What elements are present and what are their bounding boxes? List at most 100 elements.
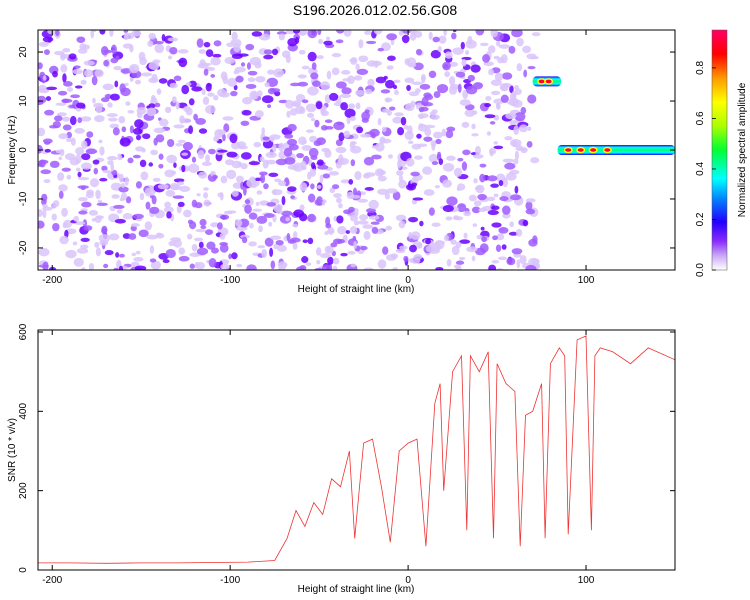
heatmap-noise-blob xyxy=(119,83,126,93)
heatmap-noise-blob xyxy=(343,209,352,215)
heatmap-noise-blob xyxy=(138,229,149,238)
heatmap-noise-blob xyxy=(484,103,491,108)
heatmap-y-tick-label: -10 xyxy=(18,191,29,206)
heatmap-noise-blob xyxy=(349,226,358,234)
heatmap-noise-blob xyxy=(49,160,60,169)
heatmap-noise-blob xyxy=(472,82,483,90)
heatmap-noise-blob xyxy=(114,218,126,224)
heatmap-noise-blob xyxy=(425,245,435,253)
heatmap-noise-blob xyxy=(298,49,306,55)
heatmap-noise-blob xyxy=(380,89,391,94)
heatmap-noise-blob xyxy=(530,157,540,164)
heatmap-noise-blob xyxy=(509,92,517,101)
heatmap-noise-blob xyxy=(94,241,100,248)
heatmap-noise-blob xyxy=(344,108,356,118)
heatmap-noise-blob xyxy=(518,124,528,133)
heatmap-noise-blob xyxy=(222,116,234,121)
heatmap-noise-blob xyxy=(488,68,494,76)
heatmap-noise-blob xyxy=(485,96,492,101)
heatmap-noise-blob xyxy=(408,216,419,223)
snr-y-ticks: 0 200 400 600 xyxy=(18,323,675,573)
heatmap-noise-blob xyxy=(205,104,216,114)
heatmap-noise-blob xyxy=(455,71,466,78)
heatmap-noise-blob xyxy=(321,200,326,206)
heatmap-noise-blob xyxy=(366,40,377,45)
heatmap-noise-blob xyxy=(446,259,452,267)
heatmap-noise-blob xyxy=(311,162,316,170)
heatmap-noise-blob xyxy=(475,30,485,36)
heatmap-noise-blob xyxy=(193,113,198,121)
heatmap-noise-blob xyxy=(437,45,442,53)
heatmap-noise-blob xyxy=(251,31,263,37)
snr-x-tick-label: 0 xyxy=(405,575,411,586)
heatmap-noise-blob xyxy=(392,116,403,124)
heatmap-noise-blob xyxy=(111,44,117,55)
heatmap-noise-blob xyxy=(55,30,60,37)
heatmap-noise-blob xyxy=(85,148,98,155)
heatmap-noise-blob xyxy=(203,199,211,207)
heatmap-noise-blob xyxy=(335,81,347,89)
heatmap-noise-blob xyxy=(309,167,317,177)
heatmap-noise-blob xyxy=(363,156,375,166)
heatmap-noise-blob xyxy=(62,48,71,53)
heatmap-noise-blob xyxy=(428,70,437,79)
heatmap-noise-blob xyxy=(130,223,140,227)
heatmap-noise-blob xyxy=(288,143,299,151)
heatmap-noise-blob xyxy=(495,244,502,253)
heatmap-noise-blob xyxy=(459,239,471,244)
heatmap-noise-blob xyxy=(261,248,267,258)
heatmap-noise-blob xyxy=(263,54,274,60)
heatmap-noise-blob xyxy=(443,30,447,36)
heatmap-noise-blob xyxy=(494,72,503,82)
heatmap-noise-blob xyxy=(286,110,291,118)
heatmap-noise-blob xyxy=(83,69,94,78)
heatmap-noise-blob xyxy=(251,183,257,189)
heatmap-x-tick-label: 100 xyxy=(578,275,595,286)
heatmap-noise-blob xyxy=(42,203,48,208)
heatmap-noise-blob xyxy=(62,116,71,122)
heatmap-noise-blob xyxy=(266,202,277,207)
heatmap-noise-blob xyxy=(99,177,108,182)
heatmap-noise-blob xyxy=(246,264,257,270)
heatmap-noise-blob xyxy=(527,94,537,104)
heatmap-noise-blob xyxy=(178,247,186,255)
heatmap-noise-blob xyxy=(135,134,141,141)
heatmap-noise-blob xyxy=(52,222,60,232)
heatmap-noise-blob xyxy=(210,222,220,228)
heatmap-noise-blob xyxy=(384,192,391,200)
heatmap-noise-blob xyxy=(62,73,67,83)
heatmap-noise-blob xyxy=(343,30,352,37)
heatmap-noise-blob xyxy=(45,86,58,91)
heatmap-noise-blob xyxy=(290,195,296,199)
heatmap-noise-blob xyxy=(284,133,294,139)
heatmap-noise-blob xyxy=(386,65,394,70)
heatmap-noise-blob xyxy=(108,233,120,241)
heatmap-noise-blob xyxy=(522,45,532,54)
heatmap-noise-blob xyxy=(443,64,449,69)
heatmap-noise-blob xyxy=(173,178,185,183)
heatmap-noise-blob xyxy=(152,177,161,183)
heatmap-noise-blob xyxy=(298,31,306,36)
heatmap-noise-blob xyxy=(329,187,336,194)
heatmap-noise-blob xyxy=(113,66,122,71)
heatmap-noise-blob xyxy=(516,63,523,72)
heatmap-noise-blob xyxy=(472,154,484,159)
heatmap-noise-blob xyxy=(505,112,517,120)
heatmap-noise-blob xyxy=(489,148,497,155)
heatmap-noise-blob xyxy=(129,77,134,82)
snr-y-tick-label: 200 xyxy=(18,482,29,499)
heatmap-noise-blob xyxy=(326,70,332,80)
heatmap-noise-blob xyxy=(181,152,189,156)
heatmap-noise-blob xyxy=(202,96,210,106)
heatmap-noise-blob xyxy=(384,97,393,103)
heatmap-noise-blob xyxy=(358,55,369,63)
heatmap-noise-blob xyxy=(421,76,426,84)
heatmap-noise-blob xyxy=(61,207,68,217)
heatmap-noise-blob xyxy=(241,109,252,116)
heatmap-noise-blob xyxy=(436,83,449,94)
heatmap-noise-blob xyxy=(146,234,158,240)
heatmap-noise-blob xyxy=(99,146,105,156)
heatmap-noise-blob xyxy=(352,187,358,197)
heatmap-noise-blob xyxy=(408,140,414,145)
heatmap-noise-blob xyxy=(205,154,211,163)
